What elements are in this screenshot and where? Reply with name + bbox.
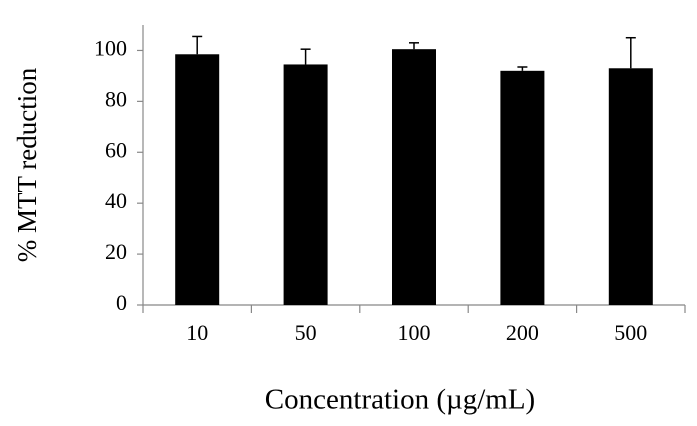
y-tick-label: 40 xyxy=(105,188,127,213)
x-tick-label: 10 xyxy=(186,320,208,345)
x-tick-label: 500 xyxy=(614,320,647,345)
y-axis-label: % MTT reduction xyxy=(12,67,42,262)
bar xyxy=(392,49,436,305)
bar xyxy=(175,54,220,305)
x-axis-label: Concentration (µg/mL) xyxy=(265,384,535,416)
y-tick-label: 0 xyxy=(116,290,127,315)
x-tick-label: 200 xyxy=(506,320,539,345)
x-tick-label: 50 xyxy=(295,320,317,345)
x-tick-label: 100 xyxy=(398,320,431,345)
bar xyxy=(608,68,653,305)
y-tick-label: 60 xyxy=(105,137,127,162)
y-tick-label: 100 xyxy=(94,36,127,61)
bar xyxy=(283,64,328,305)
y-tick-label: 80 xyxy=(105,86,127,111)
y-tick-label: 20 xyxy=(105,239,127,264)
bar xyxy=(500,70,545,306)
